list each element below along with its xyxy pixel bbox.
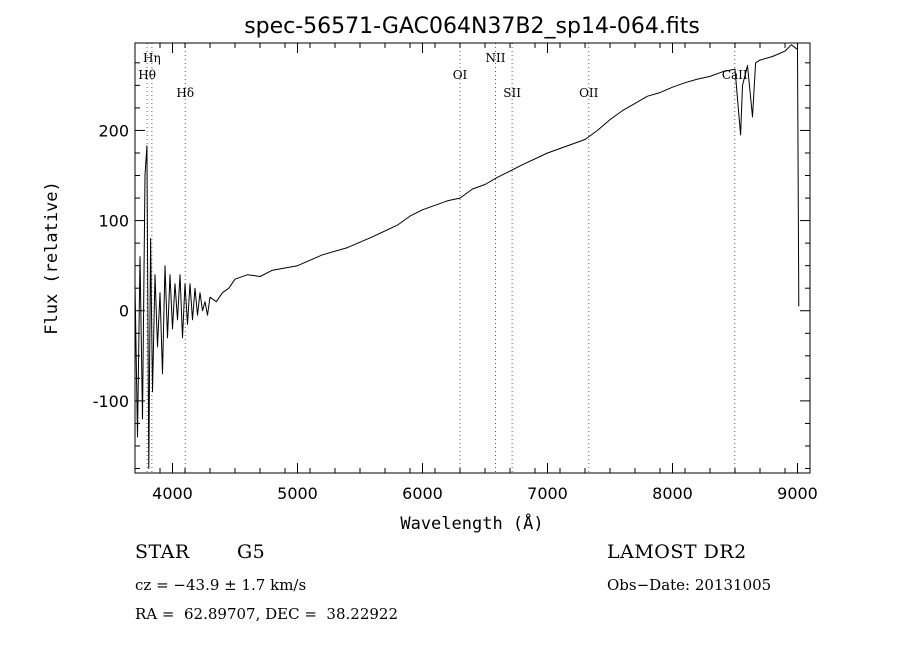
y-tick-label: 100 [98, 212, 129, 231]
y-tick-label: -100 [93, 392, 129, 411]
object-class: STAR [135, 541, 190, 563]
axis-ticks: 4000 5000 6000 7000 8000 9000 -100 0 100 200 [93, 43, 818, 503]
line-marker-label: OII [579, 86, 599, 100]
y-tick-label: 0 [119, 302, 129, 321]
x-tick-label: 4000 [152, 484, 193, 503]
line-marker-label: Hδ [176, 86, 194, 100]
y-tick-label: 200 [98, 121, 129, 140]
coordinates: RA = 62.89707, DEC = 38.22922 [135, 605, 399, 623]
line-marker-label: Hθ [138, 68, 156, 82]
x-tick-label: 5000 [277, 484, 318, 503]
line-markers: Hη Hθ Hδ OI NII SII OII CaII [138, 43, 748, 473]
object-subclass: G5 [237, 541, 266, 563]
line-marker-label: OI [453, 68, 468, 82]
line-marker-label: CaII [722, 68, 748, 82]
plot-frame [134, 42, 811, 474]
obs-date: Obs−Date: 20131005 [607, 576, 772, 594]
line-marker-label: Hη [143, 51, 161, 65]
x-tick-label: 7000 [527, 484, 568, 503]
series-group [134, 44, 800, 469]
line-marker-label: SII [503, 86, 521, 100]
x-tick-label: 6000 [402, 484, 443, 503]
chart-title: spec-56571-GAC064N37B2_sp14-064.fits [244, 14, 700, 39]
velocity-readout: cz = −43.9 ± 1.7 km/s [135, 576, 307, 594]
x-tick-label: 8000 [652, 484, 693, 503]
spectrum-line [134, 44, 800, 469]
y-axis-label: Flux (relative) [42, 181, 62, 335]
x-tick-label: 9000 [777, 484, 818, 503]
line-marker-label: NII [486, 51, 506, 65]
survey-name: LAMOST DR2 [607, 541, 747, 563]
x-axis-label: Wavelength (Å) [400, 512, 543, 534]
